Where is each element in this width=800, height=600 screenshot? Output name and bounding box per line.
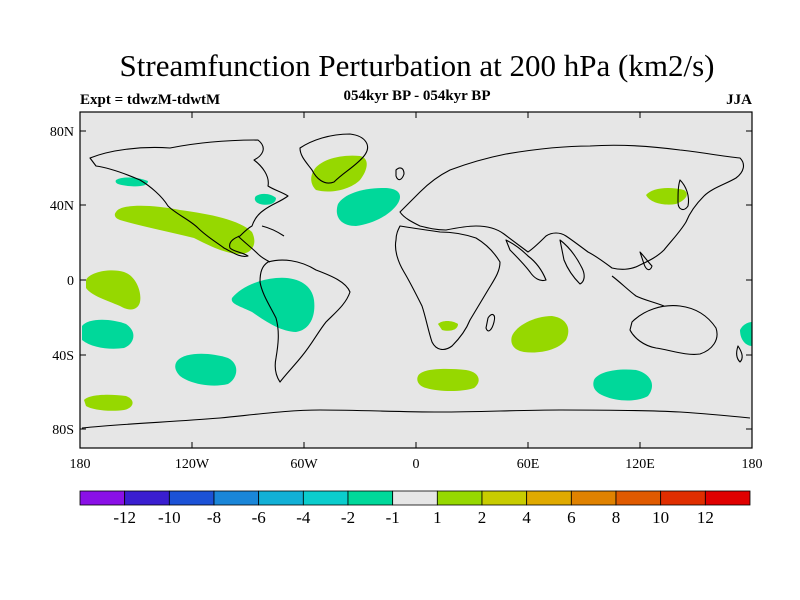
lat-tick-labels: 80N 40N 0 40S 80S	[50, 125, 74, 438]
map-background	[80, 112, 752, 448]
colorbar-swatch	[124, 490, 170, 506]
colorbar-label: -10	[157, 508, 181, 527]
anomaly-south-pacific-negative	[175, 353, 237, 386]
colorbar-swatch	[526, 490, 572, 506]
anomaly-southern-ocean-positive-west	[84, 394, 133, 411]
colorbar-swatch	[168, 490, 215, 506]
lon-tick-label: 120E	[625, 457, 655, 472]
coastlines	[81, 133, 751, 429]
colorbar-swatch	[660, 490, 706, 506]
anomaly-east-pacific-positive	[86, 270, 141, 310]
colorbar-swatch	[704, 490, 751, 506]
colorbar-label: 8	[611, 508, 621, 527]
lat-tick-label: 40S	[52, 349, 74, 364]
anomaly-indian-ocean-positive	[511, 316, 569, 353]
experiment-label: Expt = tdwzM-tdwtM	[80, 92, 221, 108]
anomaly-south-pacific-negative-west	[82, 319, 134, 349]
colorbar-label: 6	[567, 508, 576, 527]
colorbar-label: 4	[522, 508, 531, 527]
colorbar-label: 12	[696, 508, 714, 527]
colorbar	[79, 490, 751, 506]
anomaly-contours	[82, 155, 752, 411]
colorbar-label: -12	[113, 508, 136, 527]
chart-subtitle: 054kyr BP - 054kyr BP	[343, 88, 491, 104]
lon-tick-label: 60E	[517, 457, 540, 472]
chart-title: Streamfunction Perturbation at 200 hPa (…	[119, 48, 715, 83]
anomaly-south-africa-positive	[438, 321, 458, 331]
colorbar-label: 1	[433, 508, 442, 527]
lat-tick-label: 80N	[50, 125, 74, 140]
anomaly-north-pacific-positive	[646, 187, 687, 205]
lon-tick-label: 0	[413, 457, 420, 472]
anomaly-south-atlantic-positive	[417, 368, 479, 391]
anomaly-caribbean-negative	[254, 193, 276, 205]
colorbar-swatch	[392, 490, 438, 506]
anomaly-southeast-pacific-negative	[231, 277, 315, 332]
axis-ticks	[79, 112, 753, 448]
anomaly-south-indian-negative	[593, 369, 652, 401]
lon-tick-label: 180	[70, 457, 91, 472]
lat-tick-label: 80S	[52, 423, 74, 438]
colorbar-label: 10	[652, 508, 670, 527]
colorbar-swatch	[79, 490, 126, 506]
colorbar-label: -2	[340, 508, 356, 527]
lon-tick-label: 180	[742, 457, 763, 472]
colorbar-swatch	[570, 490, 617, 506]
colorbar-swatch	[302, 490, 349, 506]
colorbar-label: -1	[385, 508, 400, 527]
colorbar-label: -4	[296, 508, 311, 527]
anomaly-subtropical-pacific-positive	[114, 205, 255, 254]
anomaly-east-edge-negative	[740, 322, 752, 346]
colorbar-swatch	[213, 490, 260, 506]
colorbar-label: -6	[251, 508, 266, 527]
colorbar-swatch	[481, 490, 528, 506]
colorbar-label: -8	[206, 508, 222, 527]
lon-tick-label: 120W	[175, 457, 210, 472]
anomaly-atlantic-negative	[336, 188, 400, 226]
lon-tick-label: 60W	[290, 457, 318, 472]
colorbar-swatch	[258, 490, 304, 506]
colorbar-swatch	[615, 490, 662, 506]
lon-tick-labels: 180 120W 60W 0 60E 120E 180	[70, 457, 763, 472]
lat-tick-label: 40N	[50, 199, 74, 214]
season-label: JJA	[726, 92, 752, 108]
colorbar-swatch	[347, 490, 394, 506]
colorbar-swatch	[436, 490, 483, 506]
colorbar-label: 2	[477, 508, 487, 527]
lat-tick-label: 0	[67, 274, 74, 289]
